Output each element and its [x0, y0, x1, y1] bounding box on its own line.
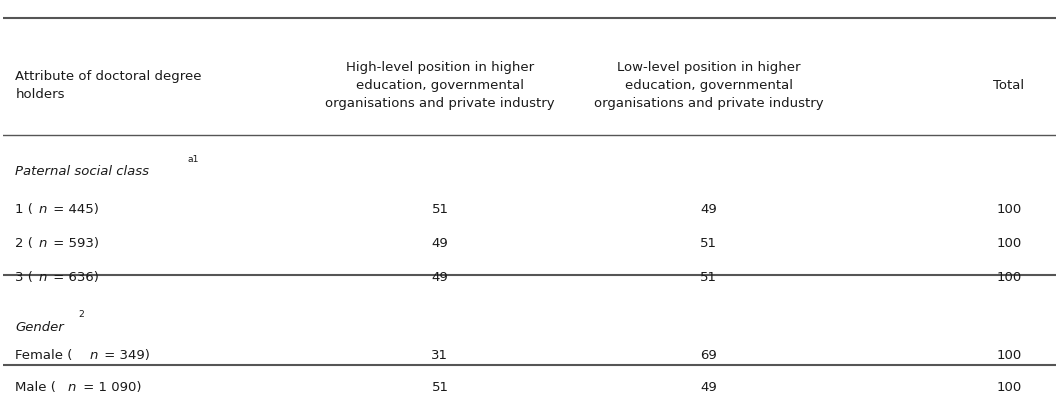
Text: 3 (: 3 ( — [16, 271, 33, 284]
Text: 100: 100 — [997, 237, 1022, 250]
Text: 2: 2 — [78, 310, 84, 320]
Text: n: n — [68, 381, 76, 394]
Text: n: n — [38, 271, 47, 284]
Text: n: n — [38, 237, 47, 250]
Text: 51: 51 — [700, 271, 717, 284]
Text: Total: Total — [993, 79, 1024, 92]
Text: = 593): = 593) — [49, 237, 100, 250]
Text: 69: 69 — [700, 349, 717, 362]
Text: 49: 49 — [432, 271, 448, 284]
Text: 100: 100 — [997, 271, 1022, 284]
Text: = 1 090): = 1 090) — [78, 381, 141, 394]
Text: Female (: Female ( — [16, 349, 73, 362]
Text: Attribute of doctoral degree
holders: Attribute of doctoral degree holders — [16, 70, 202, 101]
Text: 49: 49 — [700, 381, 717, 394]
Text: n: n — [89, 349, 97, 362]
Text: = 445): = 445) — [49, 203, 98, 216]
Text: 51: 51 — [700, 237, 717, 250]
Text: 2 (: 2 ( — [16, 237, 33, 250]
Text: 100: 100 — [997, 203, 1022, 216]
Text: Low-level position in higher
education, governmental
organisations and private i: Low-level position in higher education, … — [594, 61, 824, 110]
Text: 51: 51 — [431, 203, 448, 216]
Text: 51: 51 — [431, 381, 448, 394]
Text: 1 (: 1 ( — [16, 203, 33, 216]
Text: = 349): = 349) — [100, 349, 149, 362]
Text: n: n — [38, 203, 47, 216]
Text: 100: 100 — [997, 349, 1022, 362]
Text: 49: 49 — [432, 237, 448, 250]
Text: Male (: Male ( — [16, 381, 56, 394]
Text: 31: 31 — [431, 349, 448, 362]
Text: Paternal social class: Paternal social class — [16, 165, 149, 178]
Text: 100: 100 — [997, 381, 1022, 394]
Text: = 636): = 636) — [49, 271, 98, 284]
Text: Gender: Gender — [16, 321, 65, 334]
Text: High-level position in higher
education, governmental
organisations and private : High-level position in higher education,… — [325, 61, 555, 110]
Text: a1: a1 — [187, 155, 199, 164]
Text: 49: 49 — [700, 203, 717, 216]
